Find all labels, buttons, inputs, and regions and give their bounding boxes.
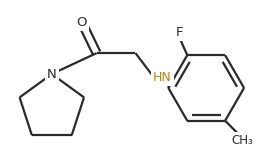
Text: HN: HN <box>152 72 171 84</box>
Text: CH₃: CH₃ <box>230 134 252 147</box>
Text: F: F <box>175 26 182 39</box>
Text: O: O <box>76 16 87 29</box>
Text: N: N <box>47 68 56 81</box>
